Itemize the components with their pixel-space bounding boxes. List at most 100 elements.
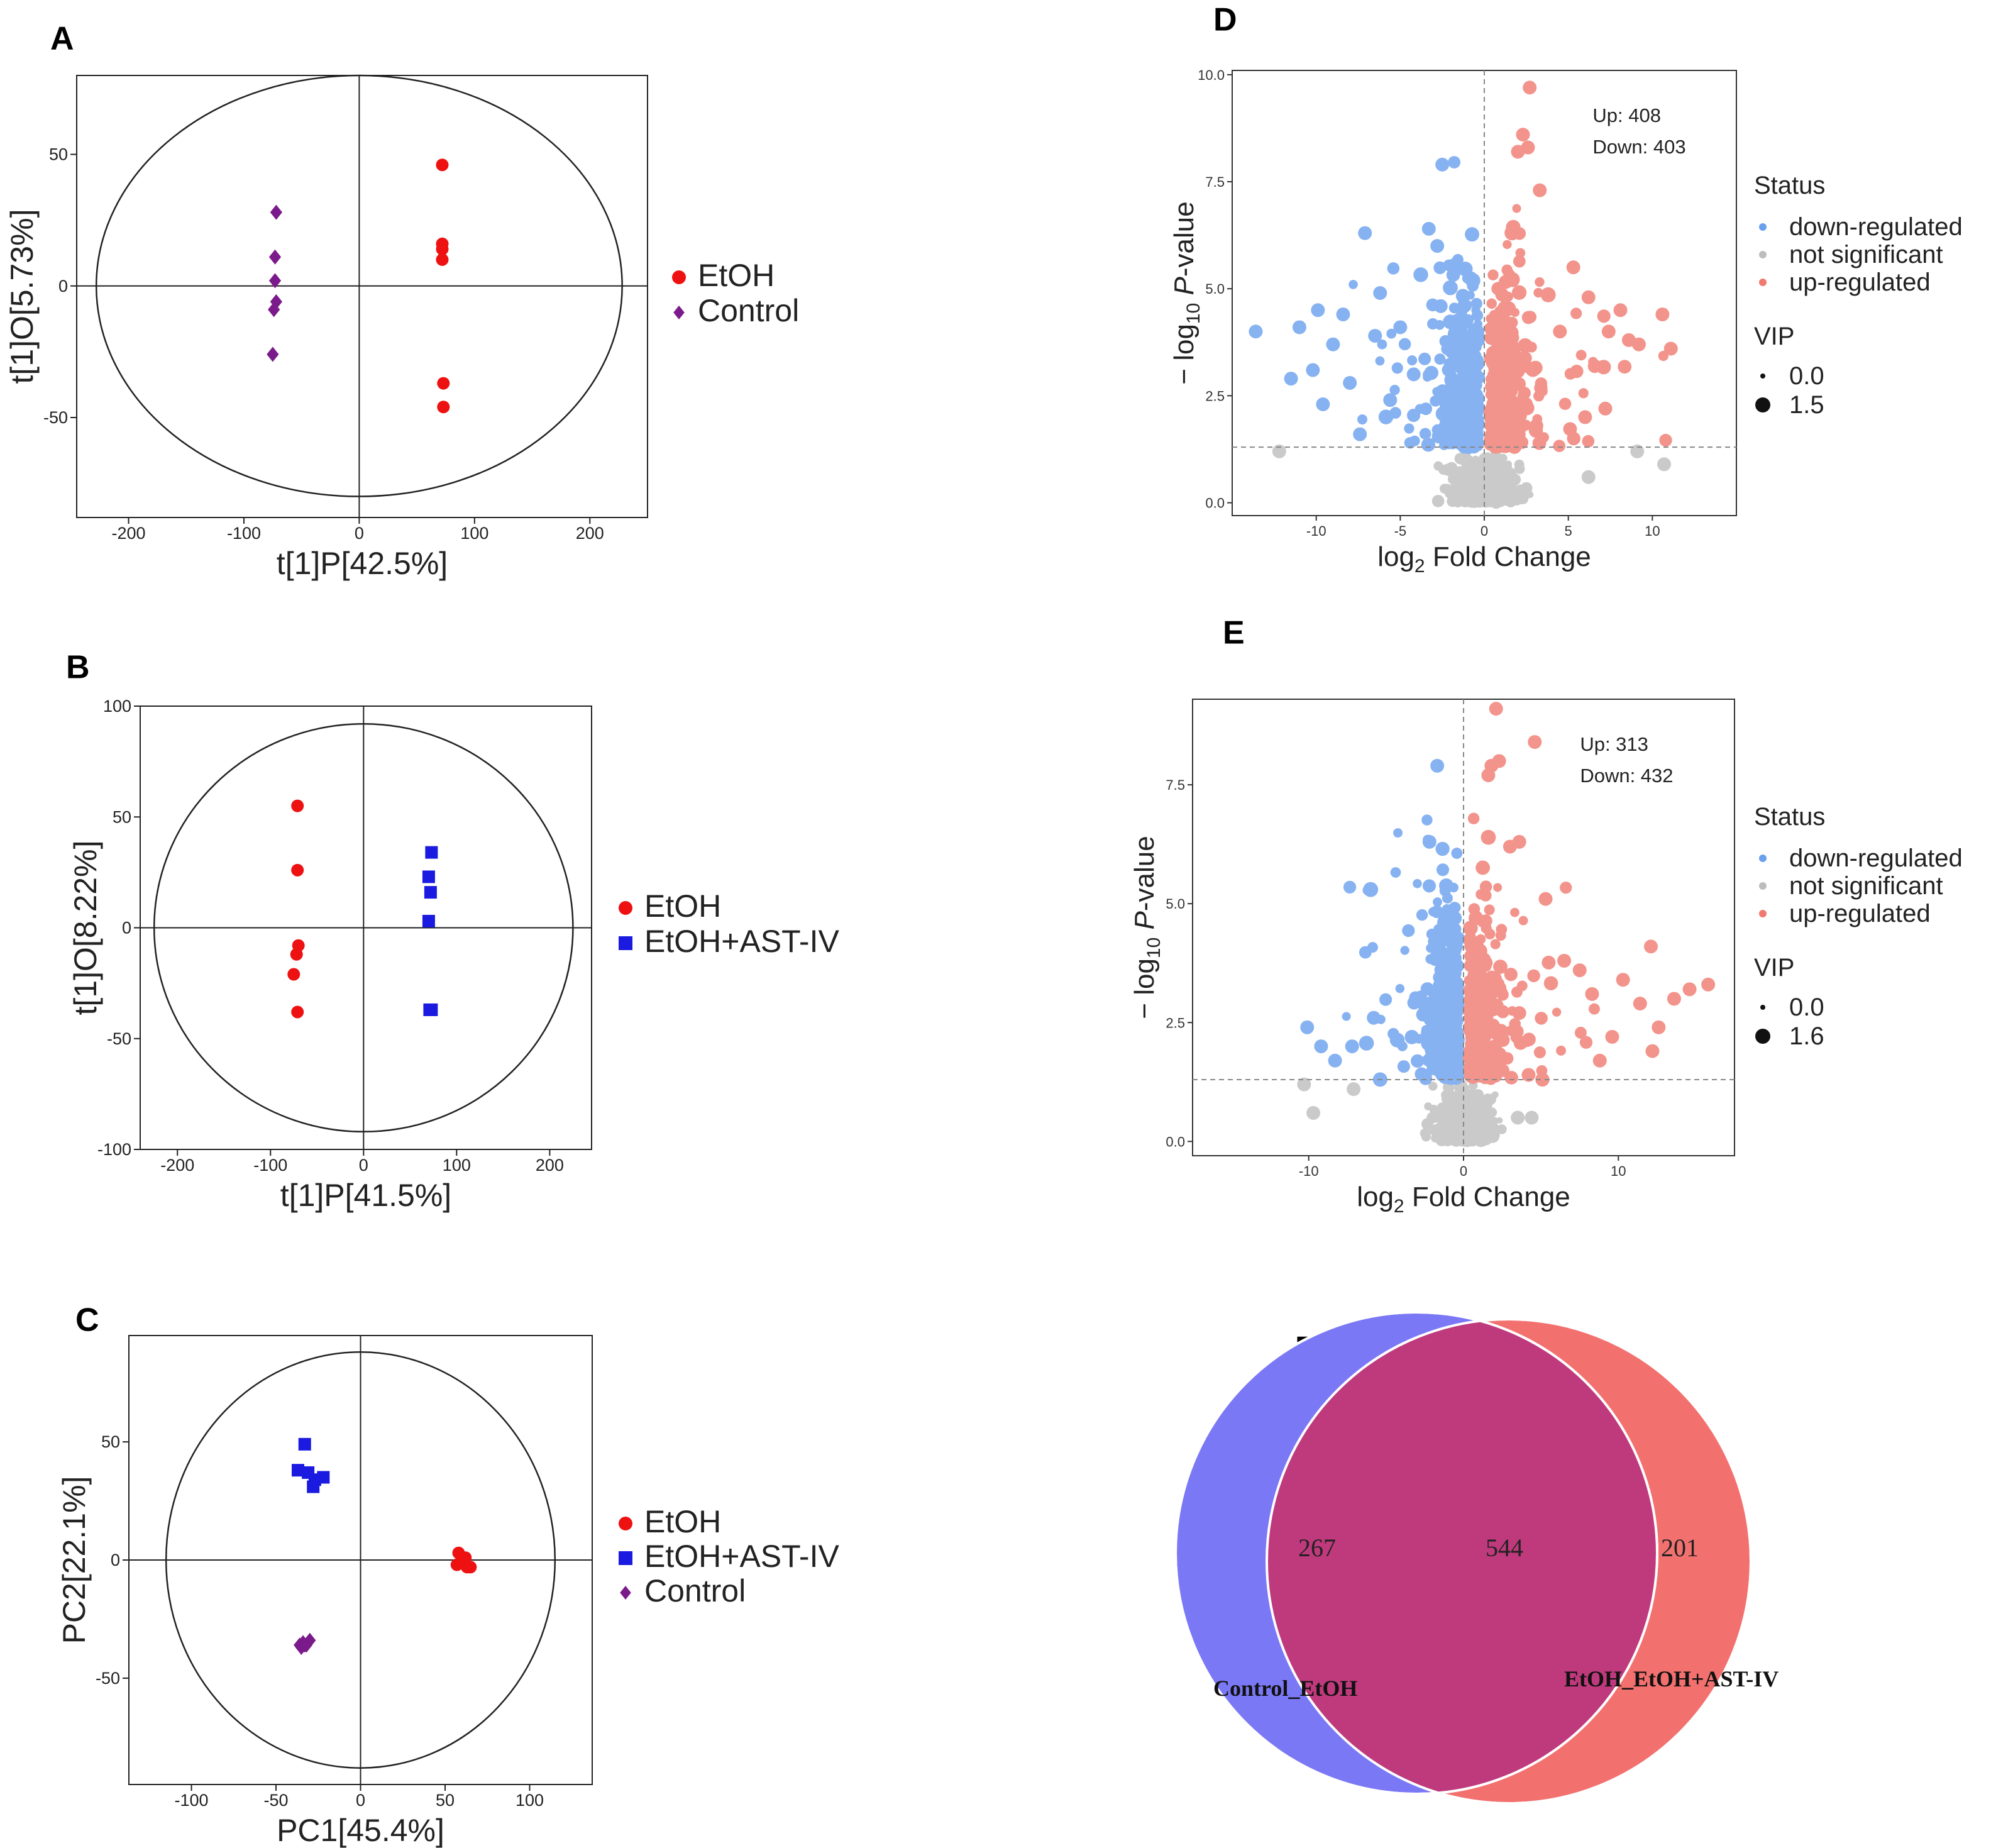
down-regulated-point [1426,943,1436,953]
up-regulated-point [1503,240,1512,250]
y-tick-label: 7.5 [1205,174,1225,190]
panel-label: B [66,650,90,686]
highlight-point [1297,1077,1311,1092]
down-regulated-point [1411,1054,1425,1068]
not-significant-point [1515,484,1526,495]
x-tick-label: 200 [576,524,604,543]
highlight-point [1345,1039,1359,1054]
highlight-point [1326,337,1340,351]
up-regulated-point [1470,1061,1483,1074]
x-tick-label: -10 [1306,523,1326,539]
highlight-point [1343,375,1357,390]
data-point [299,1637,311,1653]
down-regulated-point [1449,909,1459,919]
y-label-part: − log [1169,324,1200,385]
down-regulated-point [1387,262,1400,275]
down-regulated-point [1386,328,1397,339]
x-tick-label: -5 [1394,523,1407,539]
venn-right-count: 201 [1661,1534,1699,1562]
up-regulated-point [1483,436,1499,451]
x-tick-label: 50 [436,1791,455,1810]
y-axis-label: − log10 P-value [1169,201,1204,384]
y-axis-label: t[1]O[5.73%] [4,209,40,384]
legend-status-marker [1759,910,1767,917]
highlight-point [1566,260,1580,275]
highlight-point [1644,939,1658,954]
up-regulated-point [1570,307,1582,319]
y-tick-label: -50 [96,1669,120,1688]
legend-marker [619,936,632,950]
data-point [464,1561,477,1574]
y-tick-label: -100 [97,1140,131,1159]
not-significant-point [1421,1132,1431,1142]
y-axis-label: − log10 P-value [1129,836,1164,1019]
venn-left-outline [1174,1311,1658,1795]
up-regulated-point [1512,204,1521,213]
series-EtOH [436,158,450,414]
not-significant-point [1470,456,1482,469]
down-regulated-point [1375,356,1385,366]
data-point [268,273,282,289]
up-regulated-point [1560,882,1572,894]
x-label-part: log [1377,541,1415,572]
legend-status-marker [1759,855,1767,862]
up-regulated-point [1518,338,1533,353]
down-regulated-point [1451,848,1463,859]
up-regulated-point [1508,399,1519,410]
down-regulated-point [1416,909,1428,921]
highlight-point [1383,393,1398,407]
up-regulated-point [1487,269,1499,280]
up-regulated-point [1542,955,1556,970]
not-significant-point [1469,1091,1476,1098]
up-regulated-point [1470,1051,1483,1064]
down-regulated-point [1470,428,1483,441]
data-point [287,968,301,981]
down-regulated-point [1343,880,1357,894]
legend-status-marker [1759,279,1767,286]
down-regulated-point [1445,345,1458,358]
highlight-point [1430,239,1445,253]
down-regulated-point [1452,382,1462,392]
legend-status-label: down-regulated [1789,213,1963,241]
highlight-point [1529,419,1543,433]
not-significant-point [1495,482,1503,489]
up-regulated-point [1515,248,1526,258]
down-regulated-point [1467,280,1479,292]
down-regulated-point [1438,910,1452,925]
volcano-points [1249,80,1678,509]
down-regulated-point [1442,892,1453,904]
y-tick-label: 0 [111,1551,120,1569]
legend-label: EtOH [644,888,721,924]
not-significant-point [1464,1094,1471,1102]
down-regulated-point [1449,976,1464,990]
down-regulated-point [1437,385,1452,399]
legend-marker [619,901,632,915]
legend-title-status: Status [1754,172,1825,199]
legend-marker [673,306,685,319]
series-Control [267,204,282,362]
not-significant-point [1459,494,1470,505]
data-point [268,249,282,265]
not-significant-point [1460,1117,1472,1129]
down-regulated-point [1445,422,1459,436]
down-regulated-point [1446,268,1460,282]
x-tick-label: -100 [253,1156,287,1175]
highlight-point [1572,963,1587,978]
data-point [436,253,449,266]
legend-status-marker [1759,882,1767,890]
up-regulated-point [1493,332,1508,347]
y-tick-label: 7.5 [1166,777,1185,793]
highlight-point [1663,341,1678,356]
y-tick-label: 50 [113,807,131,826]
not-significant-point [1491,1117,1498,1124]
up-regulated-point [1558,397,1572,410]
highlight-point [1667,992,1681,1006]
up-regulated-point [1490,1039,1501,1051]
down-regulated-point [1447,1013,1459,1024]
up-regulated-point [1511,377,1526,391]
y-label-part: -value [1129,836,1160,911]
down-regulated-point [1442,904,1452,914]
down-regulated-point [1418,352,1431,365]
up-regulated-point [1618,360,1632,374]
